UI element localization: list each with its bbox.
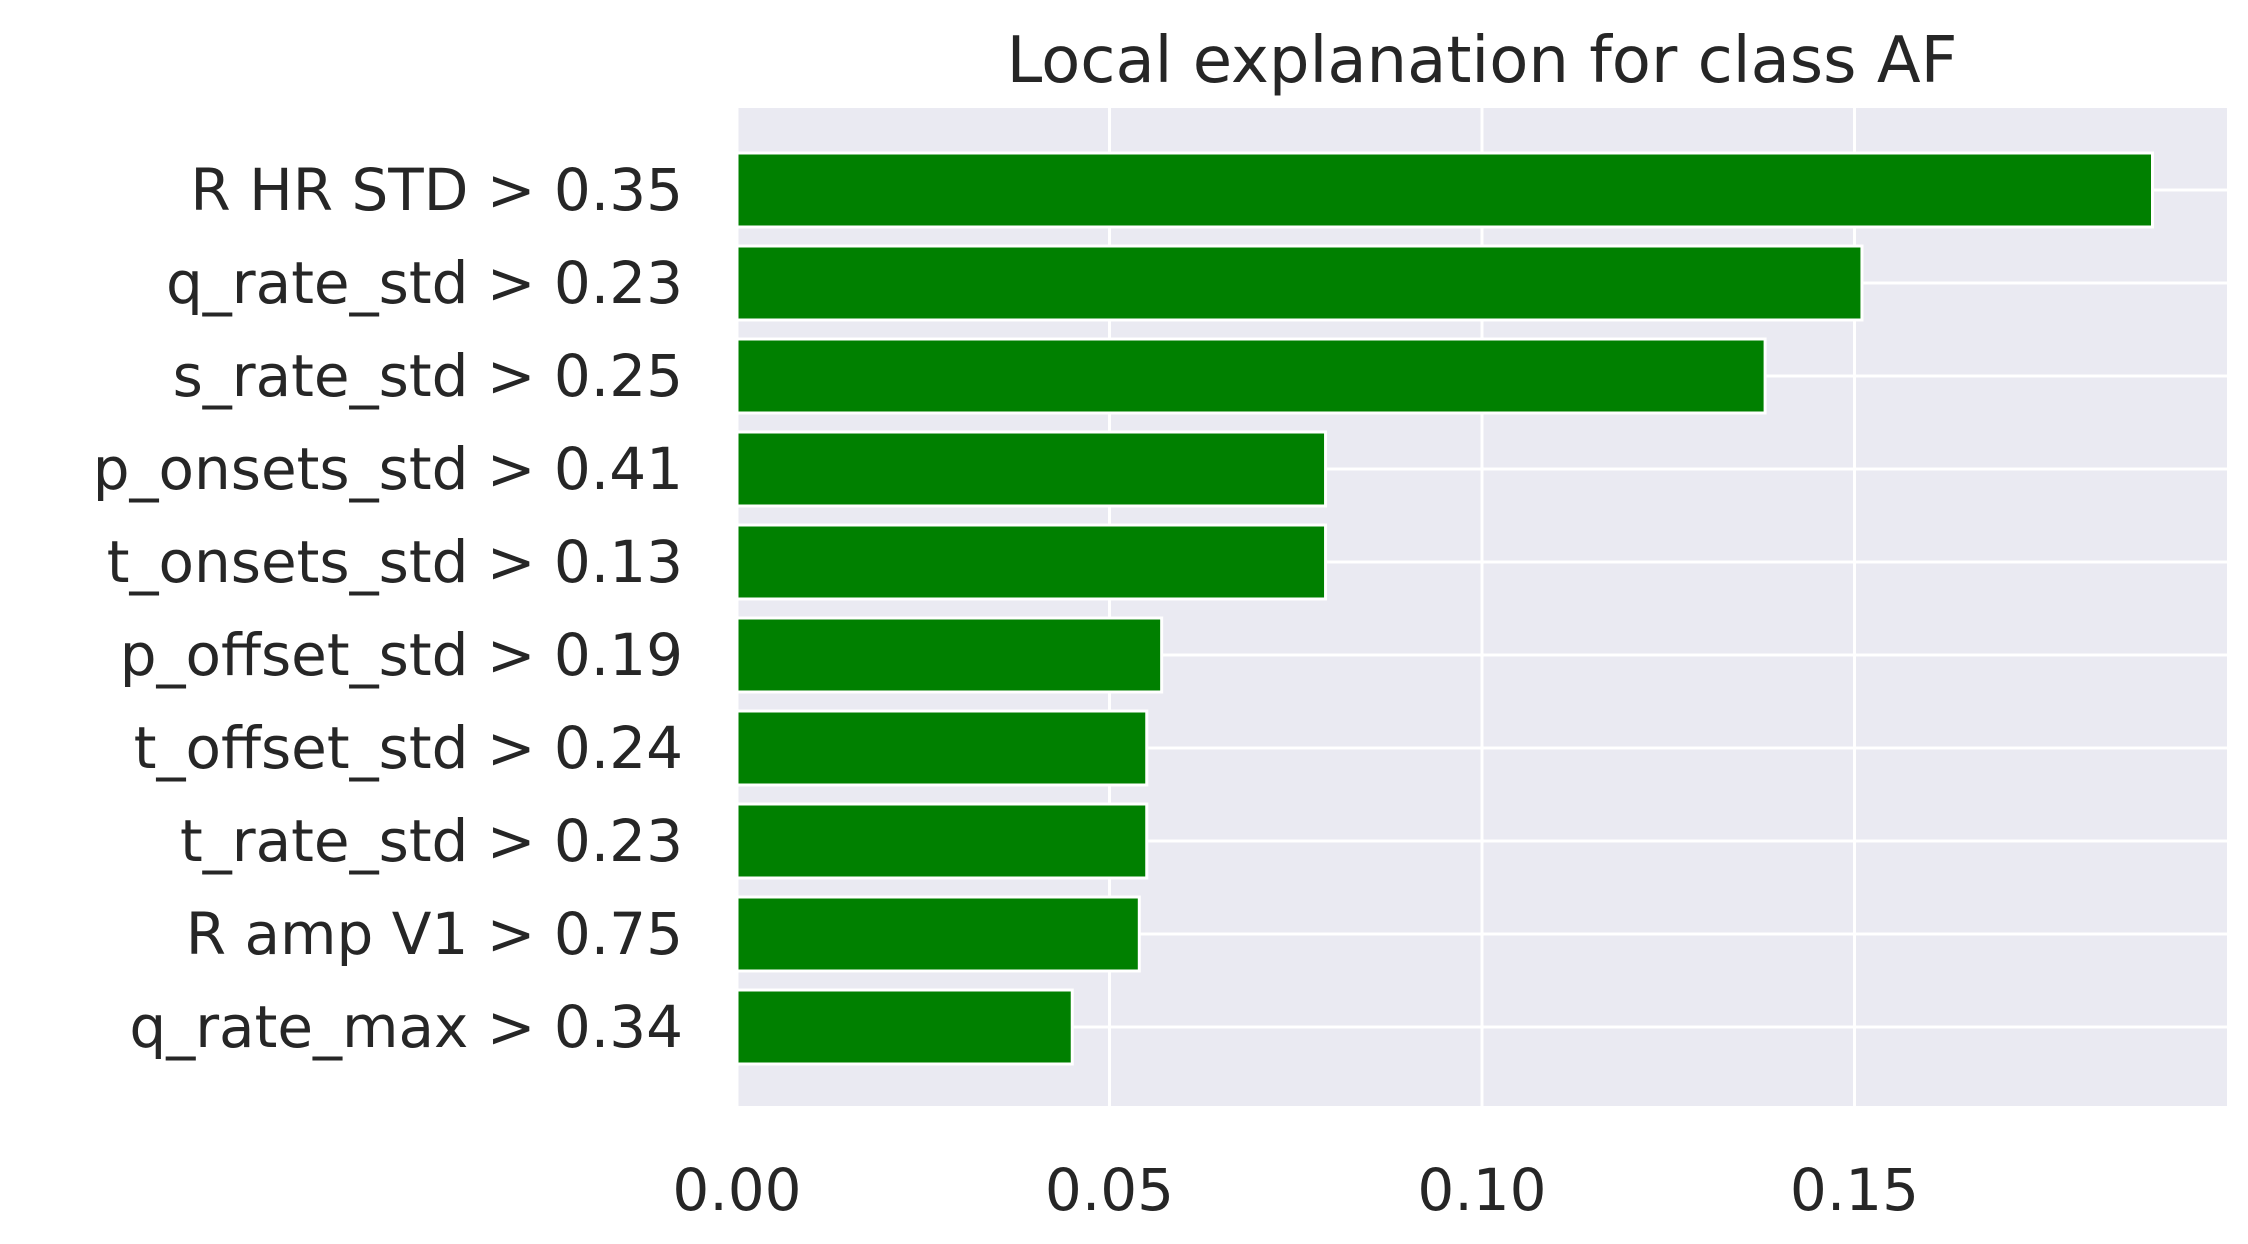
y-tick-label: t_onsets_std > 0.13: [107, 528, 683, 596]
y-tick-label: t_offset_std > 0.24: [134, 714, 683, 782]
y-tick-label: p_onsets_std > 0.41: [93, 435, 683, 503]
x-tick-label: 0.15: [1790, 1156, 1919, 1224]
y-tick-label: s_rate_std > 0.25: [173, 342, 683, 410]
y-tick-label: t_rate_std > 0.23: [180, 807, 683, 875]
bar: [735, 709, 1149, 787]
x-tick-label: 0.05: [1045, 1156, 1174, 1224]
y-tick-label: R amp V1 > 0.75: [186, 900, 683, 968]
bar: [735, 523, 1328, 601]
bar: [735, 616, 1164, 694]
bar: [735, 988, 1074, 1066]
x-tick-label: 0.00: [672, 1156, 801, 1224]
bars: [735, 151, 2154, 1066]
y-tick-labels: R HR STD > 0.35 q_rate_std > 0.23 s_rate_s…: [93, 156, 683, 1061]
bar: [735, 151, 2154, 229]
x-tick-labels: 0.00 0.05 0.10 0.15: [672, 1156, 1919, 1224]
bar: [735, 244, 1864, 322]
bar: [735, 802, 1149, 880]
x-tick-label: 0.10: [1417, 1156, 1546, 1224]
bar: [735, 337, 1767, 415]
bar: [735, 895, 1141, 973]
y-tick-label: R HR STD > 0.35: [190, 156, 683, 224]
y-tick-label: p_offset_std > 0.19: [120, 621, 683, 689]
y-tick-label: q_rate_std > 0.23: [166, 249, 683, 317]
bar: [735, 430, 1328, 508]
chart-title: Local explanation for class AF: [1007, 24, 1958, 98]
y-tick-label: q_rate_max > 0.34: [129, 993, 683, 1061]
